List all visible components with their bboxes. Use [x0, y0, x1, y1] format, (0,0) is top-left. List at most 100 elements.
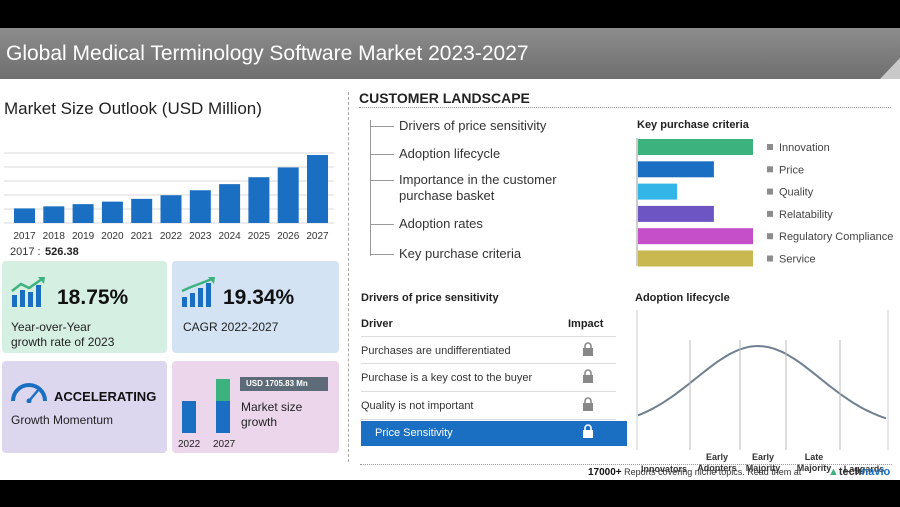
market-size-bar-chart: 2017 2018 2019 2020 2021 2022 2023 2024 2025 2026…	[4, 152, 334, 240]
growth-year-end: 2027	[213, 439, 236, 450]
x-tick-label: 2020	[101, 231, 124, 240]
kpc-legend-marker	[767, 255, 773, 262]
bar-2021	[131, 198, 153, 223]
bar-2023	[189, 190, 211, 223]
stage-label: Early	[706, 452, 728, 462]
table-row: Purchases are undifferentiated	[361, 336, 616, 364]
base-year-number: 526.38	[45, 246, 79, 258]
yoy-label-1: Year-over-Year	[11, 320, 91, 334]
lock-icon	[583, 424, 593, 438]
customer-landscape-title: CUSTOMER LANDSCAPE	[359, 90, 530, 106]
adoption-title: Adoption lifecycle	[635, 292, 730, 304]
kpc-label: Innovation	[779, 142, 830, 154]
drivers-header: Driver Impact	[361, 318, 616, 330]
stage-label: Adopters	[697, 463, 737, 473]
bar-2024	[219, 184, 241, 223]
stage-label: Majority	[746, 463, 781, 473]
x-tick-label: 2025	[248, 231, 271, 240]
cagr-chart-icon	[181, 277, 215, 307]
kpc-legend-marker	[767, 188, 773, 195]
footer-message: Reports covering niche topics. Read them…	[624, 467, 802, 477]
footer: 17000+ Reports covering niche topics. Re…	[360, 464, 892, 478]
kpc-title: Key purchase criteria	[637, 119, 749, 131]
lock-icon	[583, 397, 593, 411]
bar-2019	[72, 204, 94, 223]
landscape-item-key-criteria: Key purchase criteria	[370, 246, 521, 262]
growth-badge: USD 1705.83 Mn	[240, 377, 328, 391]
kpc-label: Regulatory Compliance	[779, 231, 893, 243]
stage-label: Laggards	[844, 464, 885, 474]
table-row: Purchase is a key cost to the buyer	[361, 364, 616, 392]
kpc-legend-marker	[767, 210, 773, 217]
driver-col-header: Driver	[361, 318, 393, 330]
key-purchase-criteria-chart: Innovation Price Quality Relatability Regula…	[636, 138, 893, 267]
base-year-value: 2017 : 526.38	[10, 242, 79, 260]
bar-2020	[101, 201, 123, 223]
cagr-value: 19.34%	[223, 286, 295, 309]
yoy-value: 18.75%	[57, 286, 129, 309]
cagr-label: CAGR 2022-2027	[183, 320, 279, 334]
x-tick-label: 2019	[72, 231, 95, 240]
price-sensitivity-row: Price Sensitivity	[361, 421, 627, 446]
momentum-card: ACCELERATING Growth Momentum	[2, 361, 167, 453]
table-row: Quality is not important	[361, 392, 616, 420]
bar-2027	[307, 155, 328, 223]
x-tick-label: 2017	[13, 231, 36, 240]
bar-2025	[248, 177, 270, 223]
x-tick-label: 2023	[189, 231, 212, 240]
title-bar: Global Medical Terminology Software Mark…	[0, 28, 900, 79]
bar-2017	[14, 208, 35, 223]
growth-chart-icon	[11, 277, 45, 307]
stage-label: Majority	[797, 463, 832, 473]
kpc-legend-marker	[767, 144, 773, 150]
kpc-bar-0	[638, 139, 753, 155]
impact-col-header: Impact	[568, 318, 604, 330]
gauge-icon	[11, 383, 47, 403]
kpc-label: Price	[779, 164, 804, 176]
x-tick-label: 2022	[160, 231, 183, 240]
bar-2022	[160, 195, 182, 223]
momentum-value: ACCELERATING	[54, 389, 157, 404]
kpc-bar-3	[638, 205, 714, 222]
cagr-card: 19.34% CAGR 2022-2027	[172, 261, 339, 353]
growth-card: 2022 2027 USD 1705.83 Mn Market size gro…	[172, 361, 339, 453]
kpc-bar-1	[638, 161, 714, 178]
footer-count: 17000+	[588, 467, 622, 478]
landscape-tree-line	[370, 120, 371, 256]
customer-landscape-rule	[359, 107, 891, 108]
stage-label: Late	[805, 452, 824, 462]
growth-label-2: growth	[241, 415, 278, 429]
bar-2026	[277, 167, 299, 223]
bar-2018	[43, 206, 65, 223]
landscape-item-price-sensitivity: Drivers of price sensitivity	[370, 118, 546, 134]
x-tick-label: 2018	[43, 231, 66, 240]
kpc-bar-2	[638, 183, 678, 200]
kpc-label: Quality	[779, 187, 814, 199]
landscape-item-purchase-basket: Importance in the customer purchase bask…	[370, 172, 570, 204]
x-tick-label: 2026	[277, 231, 300, 240]
lock-icon	[583, 369, 593, 383]
growth-label-1: Market size	[241, 400, 303, 414]
x-tick-label: 2027	[306, 231, 329, 240]
x-tick-label: 2024	[218, 231, 241, 240]
title-notch	[880, 58, 900, 79]
kpc-bar-4	[638, 228, 753, 245]
section-divider	[348, 92, 349, 462]
stage-label: Innovators	[641, 464, 687, 474]
yoy-label-2: growth rate of 2023	[11, 335, 115, 349]
landscape-item-adoption-rates: Adoption rates	[370, 216, 483, 232]
base-year-label: 2017 :	[10, 246, 41, 258]
growth-bars-icon	[182, 379, 230, 433]
growth-year-start: 2022	[178, 439, 201, 450]
kpc-legend-marker	[767, 166, 773, 173]
drivers-title: Drivers of price sensitivity	[361, 292, 499, 304]
footer-text: 17000+ Reports covering niche topics. Re…	[588, 467, 801, 478]
technavio-logo[interactable]: ▲technavio	[828, 466, 891, 478]
lock-icon	[583, 342, 593, 356]
stage-label: Early	[752, 452, 774, 462]
page-title: Global Medical Terminology Software Mark…	[6, 42, 529, 65]
adoption-curve	[637, 344, 887, 420]
kpc-legend-marker	[767, 233, 773, 240]
infographic-frame: Global Medical Terminology Software Mark…	[0, 28, 900, 480]
kpc-label: Service	[779, 254, 816, 266]
